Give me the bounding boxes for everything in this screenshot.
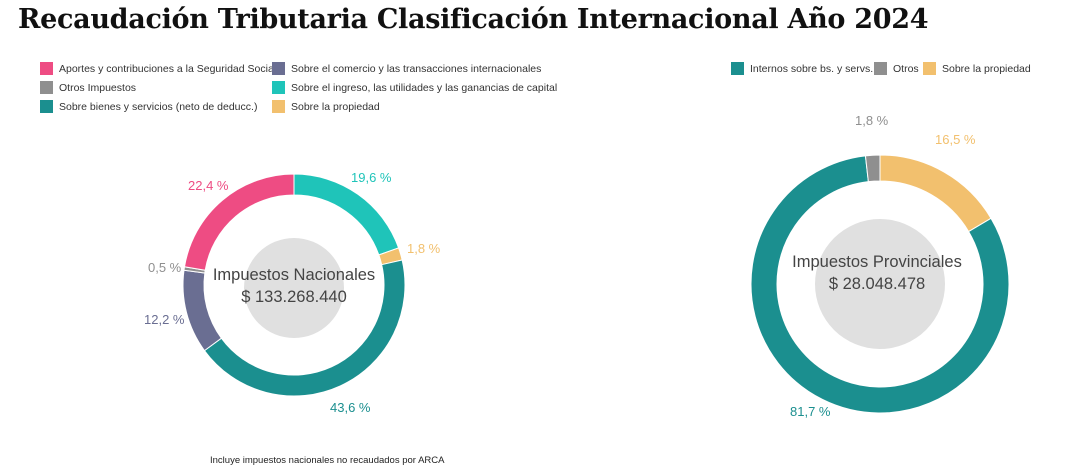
- center-label-provincial: Impuestos Provinciales $ 28.048.478: [777, 251, 977, 295]
- legend-item[interactable]: Aportes y contribuciones a la Seguridad …: [40, 62, 276, 75]
- center-label-nacional: Impuestos Nacionales $ 133.268.440: [194, 264, 394, 308]
- legend-swatch: [923, 62, 936, 75]
- data-label: 12,2 %: [144, 312, 185, 327]
- center-title: Impuestos Nacionales: [212, 266, 376, 284]
- donut-slice[interactable]: [879, 154, 992, 233]
- legend-item[interactable]: Sobre bienes y servicios (neto de deducc…: [40, 100, 257, 113]
- data-label: 0,5 %: [148, 260, 182, 275]
- legend-label: Sobre el ingreso, las utilidades y las g…: [291, 81, 558, 94]
- data-label: 22,4 %: [188, 178, 229, 193]
- donut-slice[interactable]: [864, 154, 881, 183]
- data-label: 81,7 %: [790, 404, 831, 419]
- center-value: $ 133.268.440: [241, 288, 347, 306]
- legend-item[interactable]: Sobre el comercio y las transacciones in…: [272, 62, 541, 75]
- legend-swatch: [272, 100, 285, 113]
- legend-label: Sobre bienes y servicios (neto de deducc…: [59, 100, 258, 113]
- legend-swatch: [40, 62, 53, 75]
- data-label: 43,6 %: [330, 400, 371, 415]
- legend-label: Internos sobre bs. y servs.: [750, 62, 874, 75]
- legend-swatch: [40, 100, 53, 113]
- legend-label: Otros Impuestos: [59, 81, 137, 94]
- data-label: 16,5 %: [935, 132, 976, 147]
- legend-swatch: [874, 62, 887, 75]
- legend-label: Otros: [893, 62, 919, 75]
- legend-swatch: [40, 81, 53, 94]
- legend-item[interactable]: Otros Impuestos: [40, 81, 136, 94]
- legend-label: Sobre la propiedad: [942, 62, 1031, 75]
- legend-swatch: [272, 81, 285, 94]
- data-label: 1,8 %: [855, 113, 889, 128]
- donut-slice[interactable]: [750, 155, 1010, 414]
- center-circle: [815, 219, 945, 349]
- footnote: Incluye impuestos nacionales no recaudad…: [210, 455, 445, 466]
- legend-label: Sobre el comercio y las transacciones in…: [291, 62, 542, 75]
- legend-swatch: [731, 62, 744, 75]
- legend-item[interactable]: Sobre el ingreso, las utilidades y las g…: [272, 81, 557, 94]
- page-title: Recaudación Tributaria Clasificación Int…: [18, 4, 929, 35]
- data-label: 19,6 %: [351, 170, 392, 185]
- legend-label: Sobre la propiedad: [291, 100, 380, 113]
- legend-item[interactable]: Otros: [874, 62, 919, 75]
- legend-swatch: [272, 62, 285, 75]
- center-circle: [244, 238, 344, 338]
- legend-item[interactable]: Sobre la propiedad: [272, 100, 380, 113]
- center-title: Impuestos Provinciales: [792, 253, 962, 271]
- center-value: $ 28.048.478: [828, 275, 926, 293]
- legend-item[interactable]: Sobre la propiedad: [923, 62, 1031, 75]
- legend-item[interactable]: Internos sobre bs. y servs.: [731, 62, 873, 75]
- data-label: 1,8 %: [407, 241, 441, 256]
- legend-label: Aportes y contribuciones a la Seguridad …: [59, 62, 277, 75]
- donut-slice[interactable]: [183, 173, 295, 271]
